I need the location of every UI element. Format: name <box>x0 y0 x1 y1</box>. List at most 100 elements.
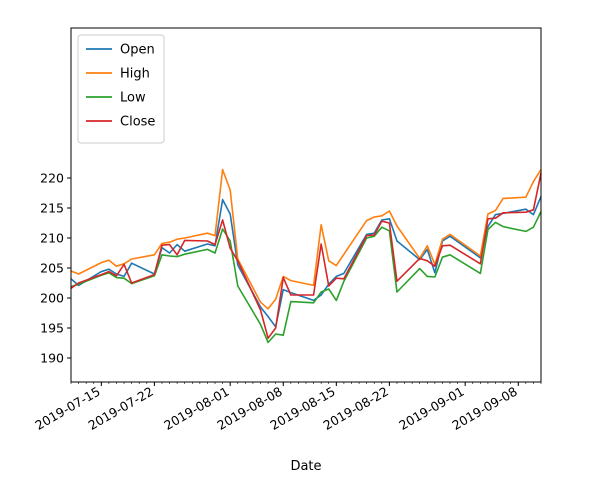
data-point-close <box>290 294 292 296</box>
data-point-open <box>487 226 489 228</box>
y-tick-label: 200 <box>40 291 64 306</box>
data-point-close <box>525 211 527 213</box>
data-point-low <box>214 252 216 254</box>
series-open <box>70 196 542 328</box>
data-point-low <box>434 276 436 278</box>
data-point-open <box>237 264 239 266</box>
data-point-close <box>328 285 330 287</box>
data-point-close <box>229 247 231 249</box>
data-point-close <box>176 254 178 256</box>
data-point-high <box>153 254 155 256</box>
data-point-low <box>426 275 428 277</box>
data-point-open <box>434 272 436 274</box>
data-point-high <box>366 220 368 222</box>
data-point-open <box>532 214 535 216</box>
data-point-close <box>320 243 322 245</box>
data-point-close <box>366 235 368 237</box>
data-point-low <box>115 277 118 279</box>
data-point-high <box>184 237 186 239</box>
data-point-close <box>222 219 224 221</box>
data-point-close <box>419 257 421 259</box>
data-point-high <box>388 210 390 212</box>
data-point-close <box>267 337 269 339</box>
data-point-close <box>381 220 383 222</box>
data-point-low <box>290 301 292 303</box>
data-point-low <box>222 228 224 230</box>
data-point-high <box>502 197 504 199</box>
data-point-low <box>502 226 504 228</box>
legend-label: High <box>120 67 150 82</box>
data-point-open <box>396 240 398 242</box>
data-point-low <box>259 323 262 325</box>
data-point-high <box>259 301 262 303</box>
data-point-low <box>282 334 284 336</box>
data-point-close <box>335 277 337 279</box>
legend-box <box>77 34 165 144</box>
data-point-low <box>161 254 163 256</box>
data-point-low <box>229 240 231 242</box>
legend-label: Open <box>120 43 155 58</box>
legend: Open High Low Close <box>77 34 165 144</box>
y-tick-label: 205 <box>40 261 64 276</box>
y-tick-label: 195 <box>40 321 64 336</box>
series-layer <box>70 168 542 344</box>
data-point-low <box>479 272 481 274</box>
y-tick-label: 210 <box>40 231 64 246</box>
data-point-low <box>237 285 239 287</box>
data-point-close <box>214 244 216 246</box>
data-point-low <box>267 341 269 343</box>
data-point-close <box>206 240 209 242</box>
data-point-close <box>259 309 262 311</box>
data-point-high <box>108 259 110 261</box>
data-point-low <box>441 256 444 258</box>
series-line-open <box>70 196 542 328</box>
data-point-close <box>168 244 171 246</box>
data-point-low <box>275 333 277 335</box>
data-point-close <box>426 260 428 262</box>
legend-label: Close <box>120 115 155 130</box>
data-point-close <box>115 275 118 277</box>
data-point-close <box>396 280 398 282</box>
data-point-open <box>525 208 527 210</box>
data-point-high <box>176 238 178 240</box>
data-point-high <box>426 245 428 247</box>
data-point-high <box>206 232 209 234</box>
data-point-open <box>366 233 368 235</box>
data-point-open <box>494 214 497 216</box>
data-point-low <box>343 280 345 282</box>
data-point-close <box>449 244 451 246</box>
series-low <box>70 211 542 344</box>
data-point-low <box>449 254 451 256</box>
data-point-high <box>214 235 216 237</box>
data-point-low <box>487 229 489 231</box>
data-point-open <box>312 299 315 301</box>
data-point-close <box>479 263 481 265</box>
data-point-close <box>494 217 497 219</box>
data-point-low <box>396 291 398 293</box>
data-point-open <box>259 306 262 308</box>
data-point-high <box>441 238 444 240</box>
data-point-low <box>206 248 209 250</box>
series-high <box>70 168 542 310</box>
series-line-close <box>70 173 542 340</box>
data-point-high <box>168 241 171 243</box>
data-point-low <box>123 277 125 279</box>
data-point-open <box>381 219 383 221</box>
data-point-open <box>168 252 171 254</box>
data-point-close <box>373 234 375 236</box>
data-point-high <box>312 284 315 286</box>
data-point-high <box>381 215 383 217</box>
data-point-high <box>479 255 481 257</box>
data-point-open <box>449 235 451 237</box>
legend-entry-close: Close <box>86 115 155 130</box>
data-point-close <box>343 278 345 280</box>
legend-entry-high: High <box>86 67 150 82</box>
data-point-high <box>449 233 451 235</box>
data-point-high <box>373 216 375 218</box>
data-point-high <box>290 280 292 282</box>
data-point-close <box>100 274 102 276</box>
data-point-close <box>161 244 163 246</box>
series-line-low <box>70 211 542 344</box>
